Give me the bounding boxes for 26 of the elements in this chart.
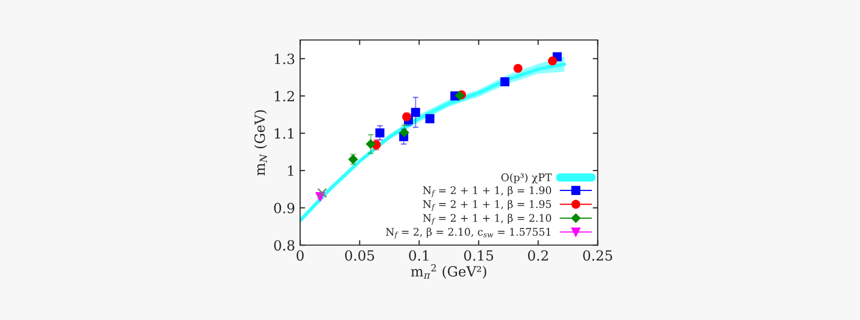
point xyxy=(411,108,420,117)
point xyxy=(375,128,384,138)
legend-label: O(p³) χPT xyxy=(501,173,552,184)
point xyxy=(500,77,510,86)
y-tick-label: 0.9 xyxy=(274,202,294,214)
point xyxy=(513,64,522,73)
y-axis-title: m$_{N}$ (GeV) xyxy=(254,110,268,176)
x-tick-label: 0.05 xyxy=(345,250,374,261)
y-tick-label: 1.1 xyxy=(274,128,294,139)
y-tick-label: 1 xyxy=(288,166,294,176)
y-tick-label: 0.8 xyxy=(274,240,294,251)
y-tick-label: 1.2 xyxy=(274,90,294,102)
legend-label: N$_{f}$ = 2 + 1 + 1, β = 1.90 xyxy=(423,186,552,198)
x-tick-label: 0.15 xyxy=(464,250,494,261)
x-tick-label: 0 xyxy=(296,250,304,261)
x-tick-label: 0.2 xyxy=(528,250,548,261)
legend-label: N$_{f}$ = 2, β = 2.10, c$_{sw}$ = 1.57551 xyxy=(386,228,550,239)
x-tick-label: 0.1 xyxy=(409,250,428,261)
x-tick-label: 0.25 xyxy=(583,250,612,261)
y-tick-label: 1.3 xyxy=(274,54,294,64)
point xyxy=(317,188,328,198)
legend-label: N$_{f}$ = 2 + 1 + 1, β = 1.95 xyxy=(423,200,551,212)
point xyxy=(366,139,376,149)
x-axis-title: m$_{π}$$^{2}$ (GeV²) xyxy=(410,264,486,279)
legend-label: N$_{f}$ = 2 + 1 + 1, β = 2.10 xyxy=(423,214,552,225)
point xyxy=(548,56,557,66)
